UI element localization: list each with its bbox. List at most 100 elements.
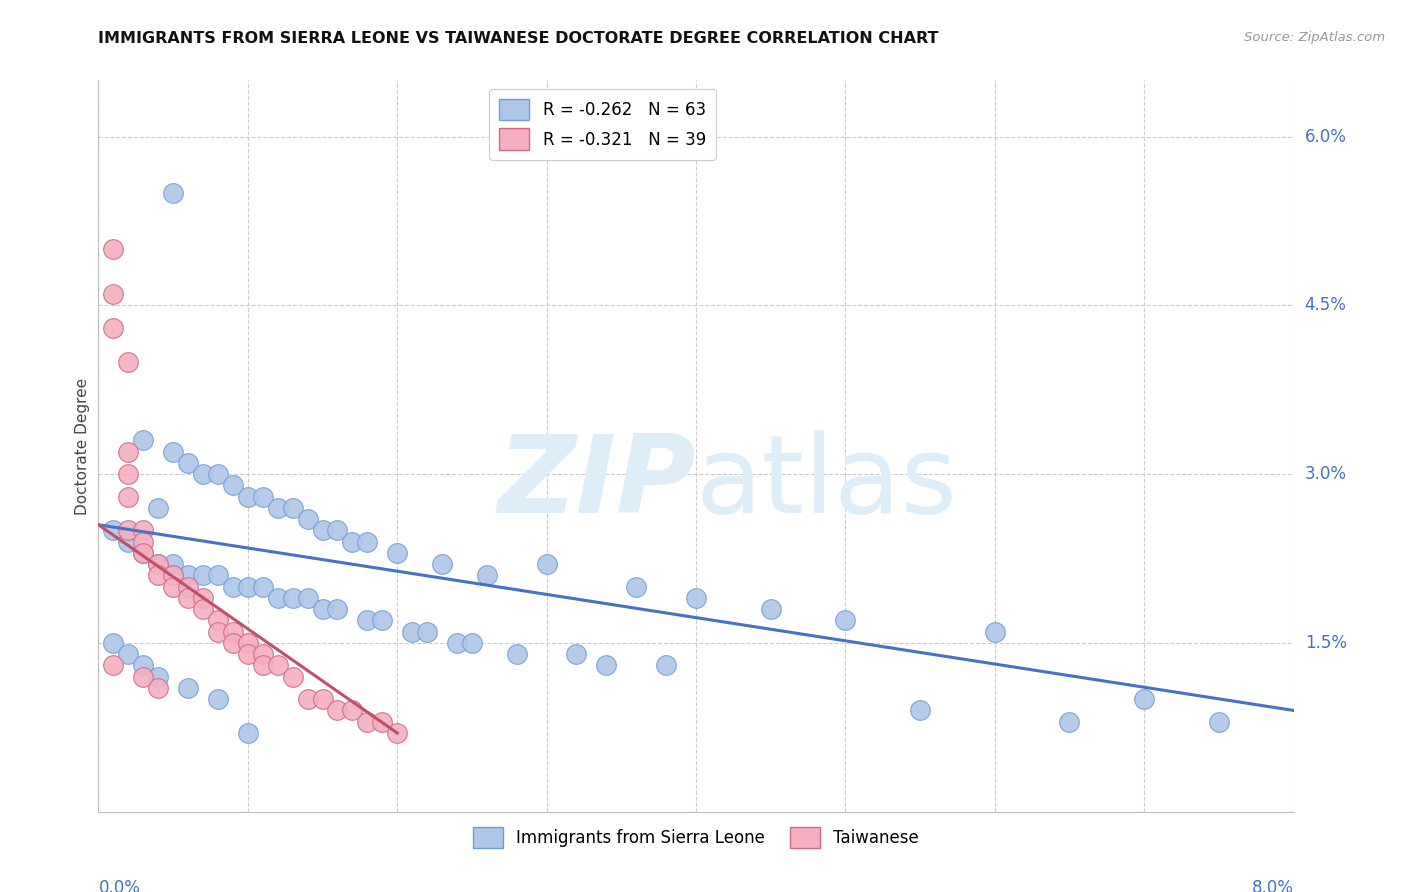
Point — [236, 580, 259, 594]
Point — [311, 692, 333, 706]
Point — [475, 568, 498, 582]
Text: 1.5%: 1.5% — [1305, 634, 1347, 652]
Point — [191, 602, 214, 616]
Point — [132, 534, 155, 549]
Point — [371, 614, 394, 628]
Point — [356, 534, 378, 549]
Text: 3.0%: 3.0% — [1305, 465, 1347, 483]
Legend: Immigrants from Sierra Leone, Taiwanese: Immigrants from Sierra Leone, Taiwanese — [467, 820, 925, 855]
Point — [984, 624, 1007, 639]
Y-axis label: Doctorate Degree: Doctorate Degree — [75, 377, 90, 515]
Point — [371, 714, 394, 729]
Point — [103, 242, 125, 256]
Point — [103, 524, 125, 538]
Point — [311, 602, 333, 616]
Point — [117, 467, 139, 482]
Text: 6.0%: 6.0% — [1305, 128, 1347, 145]
Point — [177, 568, 200, 582]
Point — [162, 557, 184, 571]
Point — [162, 568, 184, 582]
Point — [385, 726, 409, 740]
Point — [222, 624, 245, 639]
Point — [222, 636, 245, 650]
Point — [311, 524, 333, 538]
Point — [356, 714, 378, 729]
Point — [148, 670, 170, 684]
Point — [626, 580, 648, 594]
Point — [132, 658, 155, 673]
Point — [103, 636, 125, 650]
Point — [908, 703, 931, 717]
Point — [148, 681, 170, 695]
Point — [595, 658, 617, 673]
Point — [281, 500, 304, 515]
Point — [117, 647, 139, 661]
Point — [207, 568, 229, 582]
Point — [326, 602, 349, 616]
Point — [236, 726, 259, 740]
Point — [385, 546, 409, 560]
Point — [103, 321, 125, 335]
Point — [177, 681, 200, 695]
Point — [267, 591, 290, 605]
Point — [191, 591, 214, 605]
Point — [162, 580, 184, 594]
Point — [191, 568, 214, 582]
Point — [207, 692, 229, 706]
Point — [162, 186, 184, 200]
Point — [252, 490, 274, 504]
Point — [536, 557, 558, 571]
Point — [162, 444, 184, 458]
Point — [132, 434, 155, 448]
Text: 0.0%: 0.0% — [98, 880, 141, 892]
Point — [267, 658, 290, 673]
Point — [1059, 714, 1081, 729]
Point — [416, 624, 439, 639]
Point — [1208, 714, 1230, 729]
Point — [297, 512, 319, 526]
Point — [103, 287, 125, 301]
Point — [207, 467, 229, 482]
Text: 4.5%: 4.5% — [1305, 296, 1347, 314]
Point — [446, 636, 468, 650]
Point — [132, 546, 155, 560]
Point — [222, 478, 245, 492]
Text: atlas: atlas — [696, 430, 957, 535]
Point — [430, 557, 453, 571]
Point — [117, 354, 139, 368]
Point — [342, 534, 364, 549]
Point — [252, 658, 274, 673]
Point — [401, 624, 423, 639]
Point — [207, 624, 229, 639]
Point — [342, 703, 364, 717]
Text: 8.0%: 8.0% — [1251, 880, 1294, 892]
Point — [103, 658, 125, 673]
Point — [506, 647, 529, 661]
Point — [267, 500, 290, 515]
Point — [326, 703, 349, 717]
Point — [191, 467, 214, 482]
Point — [177, 580, 200, 594]
Point — [132, 524, 155, 538]
Text: Source: ZipAtlas.com: Source: ZipAtlas.com — [1244, 31, 1385, 45]
Point — [565, 647, 588, 661]
Point — [356, 614, 378, 628]
Point — [759, 602, 782, 616]
Point — [132, 670, 155, 684]
Point — [222, 580, 245, 594]
Point — [685, 591, 707, 605]
Point — [236, 647, 259, 661]
Point — [834, 614, 856, 628]
Point — [252, 580, 274, 594]
Text: IMMIGRANTS FROM SIERRA LEONE VS TAIWANESE DOCTORATE DEGREE CORRELATION CHART: IMMIGRANTS FROM SIERRA LEONE VS TAIWANES… — [98, 31, 939, 46]
Point — [117, 490, 139, 504]
Point — [281, 670, 304, 684]
Point — [148, 568, 170, 582]
Text: ZIP: ZIP — [498, 430, 696, 535]
Point — [236, 490, 259, 504]
Point — [252, 647, 274, 661]
Point — [207, 614, 229, 628]
Point — [117, 524, 139, 538]
Point — [177, 591, 200, 605]
Point — [148, 500, 170, 515]
